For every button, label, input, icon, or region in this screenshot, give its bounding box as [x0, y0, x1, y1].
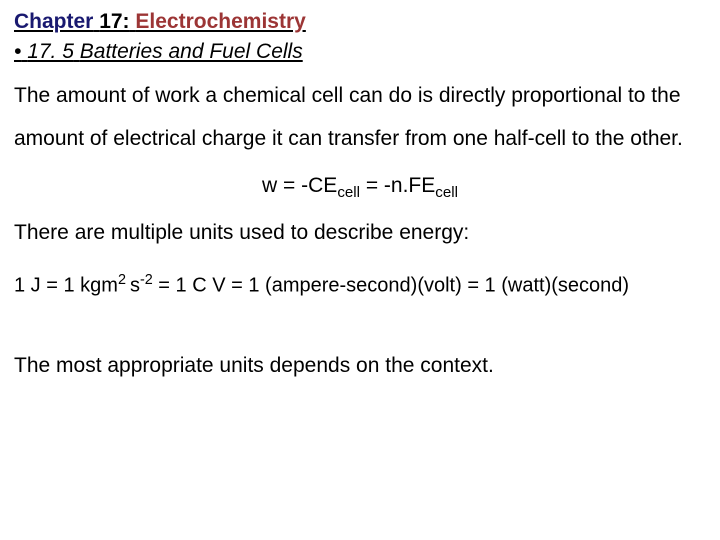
- chapter-prefix: Chapter: [14, 10, 93, 33]
- equation-mid: = -n.FE: [360, 174, 435, 197]
- paragraph-3: The most appropriate units depends on th…: [14, 354, 706, 378]
- units-equation: 1 J = 1 kgm2 s-2 = 1 C V = 1 (ampere-sec…: [14, 272, 706, 298]
- chapter-number: 17:: [99, 10, 129, 33]
- chapter-title: Chapter 17: Electrochemistry: [14, 10, 706, 34]
- work-equation: w = -CEcell = -n.FEcell: [14, 174, 706, 201]
- units-p3: = 1 C V = 1 (ampere-second)(volt) = 1 (w…: [153, 275, 629, 297]
- units-sup1: 2: [118, 272, 130, 288]
- section-number: 17. 5: [27, 40, 74, 63]
- equation-sub1: cell: [337, 184, 360, 201]
- chapter-topic: Electrochemistry: [135, 10, 305, 33]
- paragraph-1: The amount of work a chemical cell can d…: [14, 74, 706, 160]
- units-sup2: -2: [140, 272, 153, 288]
- paragraph-2: There are multiple units used to describ…: [14, 211, 706, 254]
- equation-lhs: w = -CE: [262, 174, 337, 197]
- equation-sub2: cell: [435, 184, 458, 201]
- units-p1: 1 J = 1 kgm: [14, 275, 118, 297]
- section-title: • 17. 5 Batteries and Fuel Cells: [14, 40, 706, 64]
- units-p2: s: [130, 275, 140, 297]
- section-bullet: •: [14, 40, 21, 63]
- section-name: Batteries and Fuel Cells: [80, 40, 303, 63]
